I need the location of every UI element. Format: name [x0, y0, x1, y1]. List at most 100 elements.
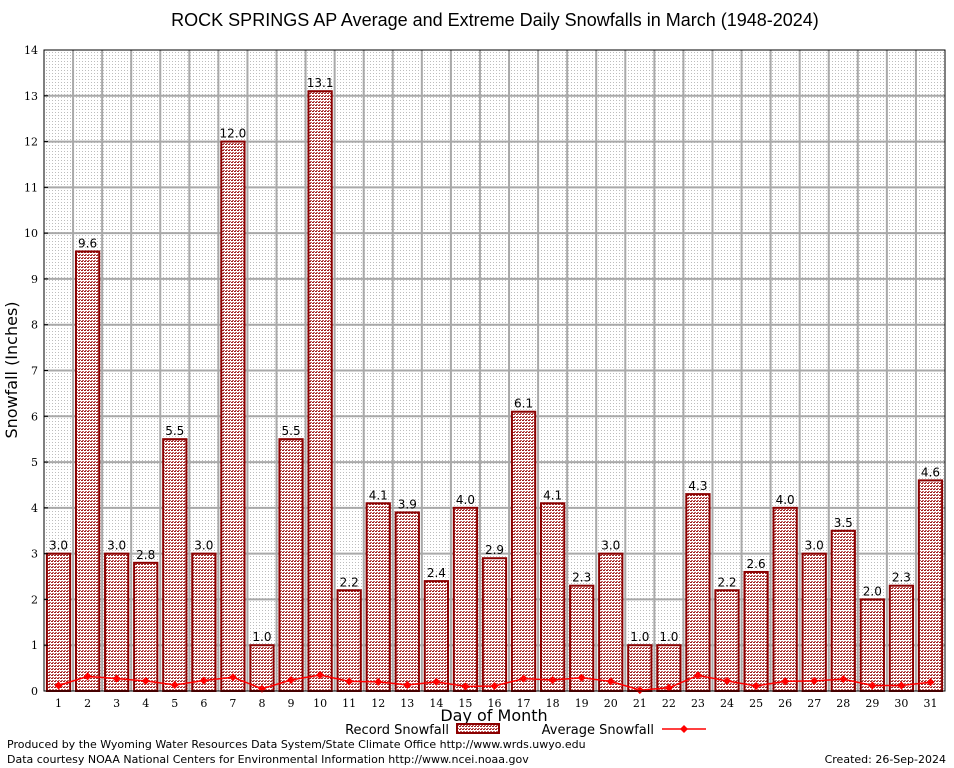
record-bar — [743, 570, 769, 693]
bar-value-label: 3.0 — [107, 539, 126, 553]
x-axis-tick-labels: 1 2 3 4 5 6 7 8 9 10 11 12 13 14 15 16 17 18 19 20 21 22 23 24 2… — [55, 697, 937, 710]
average-point — [141, 676, 150, 685]
y-tick-label: 13 — [24, 90, 38, 103]
bar-value-label: 12.0 — [220, 127, 247, 141]
record-bar — [510, 410, 537, 692]
bar-value-label: 5.5 — [282, 424, 301, 438]
record-bar — [627, 644, 653, 693]
record-bar — [423, 580, 449, 692]
bar-value-label: 3.5 — [834, 516, 853, 530]
record-bar — [162, 438, 188, 692]
x-tick-label: 19 — [575, 697, 589, 710]
y-tick-label: 10 — [24, 227, 38, 240]
x-tick-label: 7 — [229, 697, 236, 710]
y-tick-label: 14 — [24, 44, 38, 57]
y-tick-label: 0 — [31, 685, 38, 698]
x-tick-label: 3 — [113, 697, 120, 710]
record-bar — [365, 502, 391, 692]
average-point — [868, 681, 877, 690]
average-point — [897, 681, 906, 690]
bar-value-label: 3.0 — [805, 539, 824, 553]
record-bar — [888, 584, 915, 693]
record-bar — [772, 506, 798, 692]
average-point — [664, 683, 673, 692]
record-bar — [307, 90, 333, 692]
bar-value-label: 2.8 — [136, 548, 155, 562]
record-bar — [191, 552, 217, 693]
legend: Record Snowfall Average Snowfall — [345, 723, 706, 738]
average-point — [606, 677, 615, 686]
x-tick-label: 21 — [633, 697, 647, 710]
average-point — [83, 672, 92, 681]
x-tick-label: 16 — [488, 697, 502, 710]
bar-value-label: 3.0 — [49, 539, 68, 553]
x-tick-label: 31 — [923, 697, 937, 710]
x-tick-label: 10 — [313, 697, 327, 710]
x-tick-label: 29 — [865, 697, 879, 710]
average-point — [839, 675, 848, 684]
x-tick-label: 20 — [604, 697, 618, 710]
bar-value-label: 2.0 — [863, 584, 882, 598]
bar-value-label: 5.5 — [165, 424, 184, 438]
legend-record-swatch — [456, 723, 500, 734]
bar-value-label: 2.6 — [747, 557, 766, 571]
average-point — [432, 677, 441, 686]
bar-value-label: 4.6 — [921, 465, 940, 479]
record-bar — [249, 644, 275, 693]
x-tick-label: 28 — [836, 697, 850, 710]
record-bar — [104, 552, 130, 693]
x-tick-label: 11 — [342, 697, 356, 710]
bar-value-label: 2.9 — [485, 543, 504, 557]
x-tick-label: 9 — [288, 697, 295, 710]
bar-value-label: 4.0 — [456, 493, 475, 507]
record-bar — [598, 552, 624, 693]
average-point — [170, 681, 179, 690]
average-point — [781, 677, 790, 686]
average-point — [752, 681, 761, 690]
producer-credit: Produced by the Wyoming Water Resources … — [7, 738, 586, 751]
bar-value-label: 2.4 — [427, 566, 446, 580]
x-tick-label: 15 — [458, 697, 472, 710]
record-bar — [394, 511, 420, 693]
y-tick-label: 6 — [31, 410, 38, 423]
x-tick-label: 18 — [546, 697, 560, 710]
y-tick-label: 8 — [31, 319, 38, 332]
y-tick-label: 11 — [24, 181, 38, 194]
average-point — [316, 670, 325, 679]
x-tick-label: 30 — [894, 697, 908, 710]
record-bar — [685, 493, 711, 692]
x-tick-label: 24 — [720, 697, 734, 710]
average-point — [199, 676, 208, 685]
x-tick-label: 6 — [200, 697, 207, 710]
x-tick-label: 12 — [371, 697, 385, 710]
data-source-credit: Data courtesy NOAA National Centers for … — [7, 753, 529, 766]
record-bar — [540, 502, 566, 692]
average-point — [403, 681, 412, 690]
bar-value-label: 2.3 — [572, 571, 591, 585]
record-bar — [133, 561, 159, 692]
x-tick-label: 13 — [400, 697, 414, 710]
y-tick-label: 5 — [31, 456, 38, 469]
average-point — [112, 674, 121, 683]
y-tick-label: 2 — [31, 593, 38, 606]
y-tick-label: 3 — [31, 548, 38, 561]
average-point — [723, 676, 732, 685]
x-tick-label: 5 — [171, 697, 178, 710]
record-bar — [74, 250, 101, 692]
bar-value-label: 1.0 — [659, 630, 678, 644]
record-bar — [220, 140, 246, 693]
chart-title: ROCK SPRINGS AP Average and Extreme Dail… — [171, 10, 819, 30]
x-tick-label: 23 — [691, 697, 705, 710]
record-bar — [859, 598, 885, 693]
record-bar — [830, 529, 856, 692]
average-point — [374, 677, 383, 686]
record-bar — [278, 438, 304, 692]
average-point — [519, 674, 528, 683]
bar-value-label: 9.6 — [78, 236, 97, 250]
bar-value-label: 1.0 — [630, 630, 649, 644]
bar-value-label: 2.3 — [892, 571, 911, 585]
x-tick-label: 4 — [142, 697, 149, 710]
record-bar — [801, 552, 827, 693]
bar-value-label: 4.1 — [369, 488, 388, 502]
bar-value-label: 3.0 — [194, 539, 213, 553]
